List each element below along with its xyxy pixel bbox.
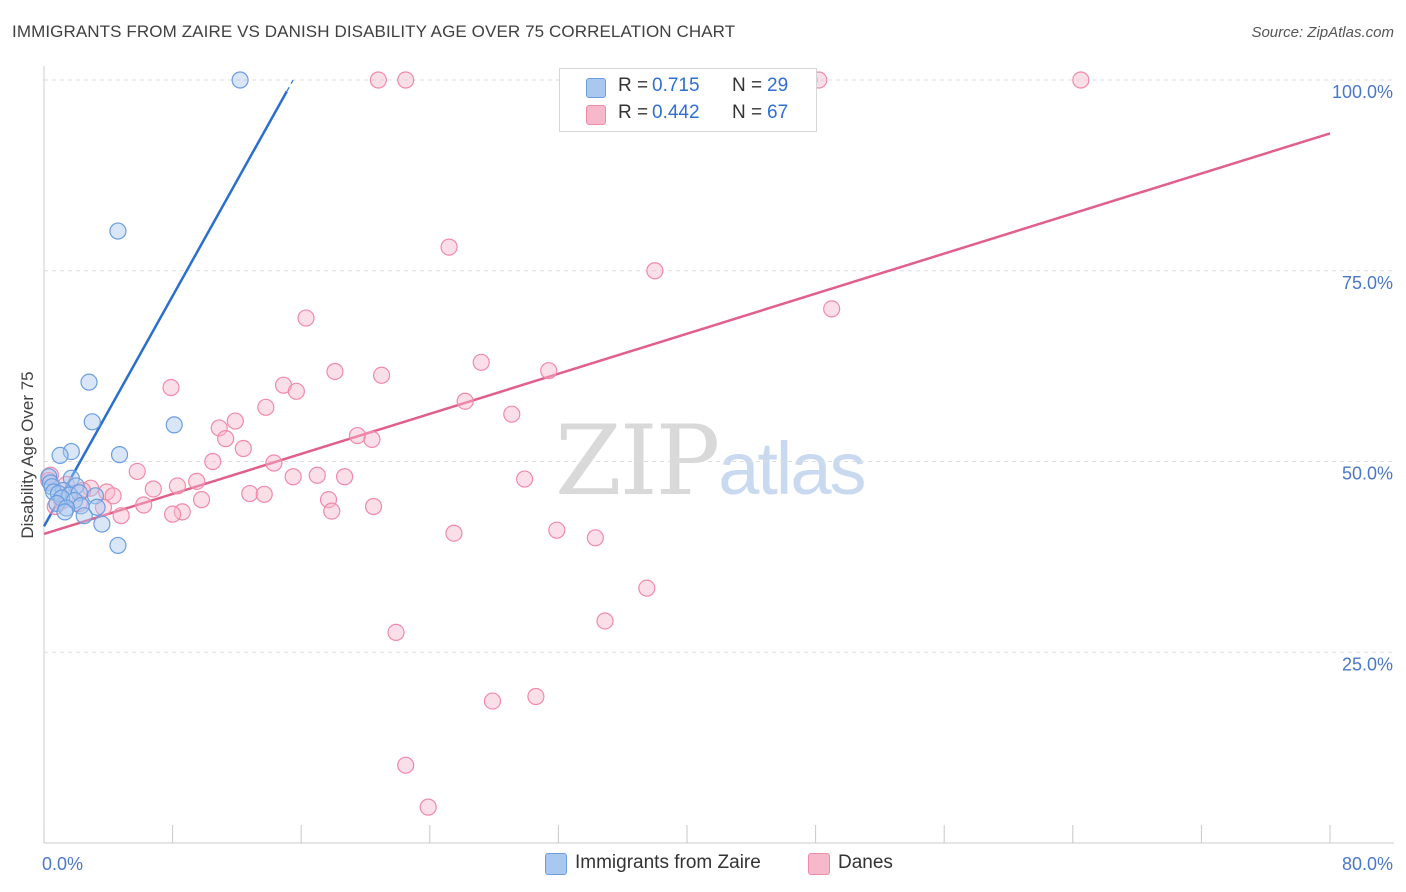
legend-r-key: R = (618, 75, 649, 96)
data-point (308, 466, 326, 484)
data-point (56, 503, 74, 521)
data-point (297, 309, 315, 327)
legend-n-value: 29 (767, 75, 789, 96)
data-point (372, 366, 391, 384)
data-point (419, 798, 437, 816)
legend-n-value: 67 (767, 102, 789, 123)
data-point (210, 419, 228, 437)
data-point (284, 468, 302, 486)
bottom-legend-swatch-zaire (545, 853, 567, 875)
data-point (265, 454, 283, 472)
data-point (503, 405, 521, 423)
y-tick-label: 100.0% (1332, 82, 1393, 102)
data-point (456, 392, 474, 410)
data-point (364, 497, 383, 516)
bottom-legend-label-danes: Danes (838, 852, 893, 873)
data-point (472, 353, 490, 371)
data-point (109, 536, 127, 555)
axes (43, 66, 1394, 844)
legend-r-value: 0.442 (652, 102, 700, 123)
data-point (363, 430, 381, 448)
data-point (336, 468, 354, 486)
data-point (162, 378, 180, 397)
data-point (326, 362, 344, 381)
data-point (192, 491, 211, 509)
bottom-legend-swatch-danes (808, 853, 830, 875)
data-point (62, 442, 80, 461)
data-point (527, 687, 545, 706)
legend-r-value: 0.715 (652, 75, 700, 96)
data-points (40, 71, 1090, 816)
legend-swatch-danes (586, 105, 606, 125)
data-point (168, 477, 187, 495)
data-point (483, 692, 502, 710)
data-point (109, 222, 127, 240)
legend-n-key: N = (732, 102, 763, 123)
y-tick-label: 50.0% (1342, 464, 1393, 484)
chart-title: IMMIGRANTS FROM ZAIRE VS DANISH DISABILI… (12, 22, 736, 41)
data-point (135, 496, 153, 514)
data-point (204, 452, 222, 471)
data-point (255, 485, 273, 503)
data-point (231, 71, 249, 89)
data-point (112, 507, 130, 525)
data-point (51, 446, 69, 464)
data-point (83, 413, 101, 431)
data-point (445, 524, 463, 542)
x-tick-label: 0.0% (42, 854, 83, 874)
data-point (164, 505, 182, 523)
data-point (348, 426, 367, 445)
data-point (257, 398, 275, 416)
trend-line (43, 132, 1331, 536)
legend-swatch-zaire (586, 78, 606, 98)
source-attribution: Source: ZipAtlas.com (1251, 24, 1394, 41)
data-point (104, 487, 122, 505)
trend-line-extension (286, 79, 294, 92)
data-point (93, 515, 111, 533)
correlation-legend: R = 0.715 N = 29 R = 0.442 N = 67 (559, 68, 817, 132)
data-point (323, 502, 341, 520)
data-point (53, 489, 71, 507)
data-point (128, 462, 146, 481)
data-point (823, 300, 841, 318)
trend-line (42, 90, 288, 527)
watermark-atlas: atlas (718, 427, 866, 510)
data-point (548, 521, 566, 539)
data-point (217, 430, 235, 448)
data-point (234, 439, 252, 458)
data-point (516, 470, 534, 488)
data-point (241, 484, 259, 503)
data-point (40, 468, 58, 486)
data-point (596, 612, 614, 630)
data-point (440, 238, 458, 256)
x-tick-label: 80.0% (1342, 854, 1393, 874)
data-point (144, 480, 162, 498)
data-point (638, 579, 656, 597)
y-tick-label: 25.0% (1342, 654, 1393, 674)
data-point (540, 362, 558, 380)
data-point (88, 498, 106, 516)
data-point (387, 623, 405, 642)
data-point (397, 756, 415, 774)
data-point (165, 416, 183, 434)
data-point (226, 412, 244, 430)
data-point (188, 472, 206, 490)
legend-n-key: N = (732, 75, 763, 96)
trend-lines (42, 79, 1331, 536)
data-point (586, 529, 604, 547)
data-point (80, 373, 98, 391)
data-point (75, 507, 93, 525)
legend-r-key: R = (618, 102, 649, 123)
bottom-legend-label-zaire: Immigrants from Zaire (575, 852, 761, 873)
data-point (110, 446, 129, 464)
data-point (369, 71, 387, 89)
data-point (1072, 71, 1090, 89)
y-tick-label: 75.0% (1342, 273, 1393, 293)
data-point (397, 71, 415, 89)
data-point (287, 382, 305, 400)
data-point (646, 262, 664, 280)
tick-labels: 25.0% 50.0% 75.0% 100.0% 0.0% 80.0% (42, 82, 1393, 874)
